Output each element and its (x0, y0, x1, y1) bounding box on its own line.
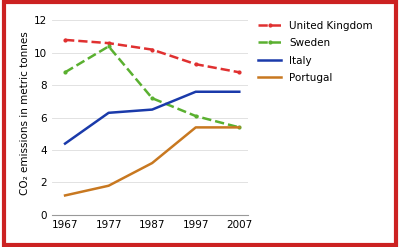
Italy (63, 142, 68, 145)
United Kingdom (106, 42, 111, 45)
Italy (237, 90, 242, 93)
United Kingdom (63, 39, 68, 41)
Line: United Kingdom: United Kingdom (62, 37, 242, 75)
Sweden (150, 97, 154, 100)
Portugal (150, 162, 154, 165)
Portugal (193, 126, 198, 129)
Sweden (193, 115, 198, 118)
Portugal (106, 184, 111, 187)
Legend: United Kingdom, Sweden, Italy, Portugal: United Kingdom, Sweden, Italy, Portugal (254, 16, 377, 87)
Line: Sweden: Sweden (62, 44, 242, 130)
Line: Portugal: Portugal (65, 127, 239, 195)
Portugal (237, 126, 242, 129)
Italy (150, 108, 154, 111)
Sweden (106, 45, 111, 48)
United Kingdom (150, 48, 154, 51)
Sweden (237, 126, 242, 129)
Sweden (63, 71, 68, 74)
Italy (193, 90, 198, 93)
Line: Italy: Italy (65, 92, 239, 144)
Y-axis label: CO₂ emissions in metric tonnes: CO₂ emissions in metric tonnes (20, 32, 30, 195)
United Kingdom (193, 63, 198, 66)
Portugal (63, 194, 68, 197)
Italy (106, 111, 111, 114)
United Kingdom (237, 71, 242, 74)
